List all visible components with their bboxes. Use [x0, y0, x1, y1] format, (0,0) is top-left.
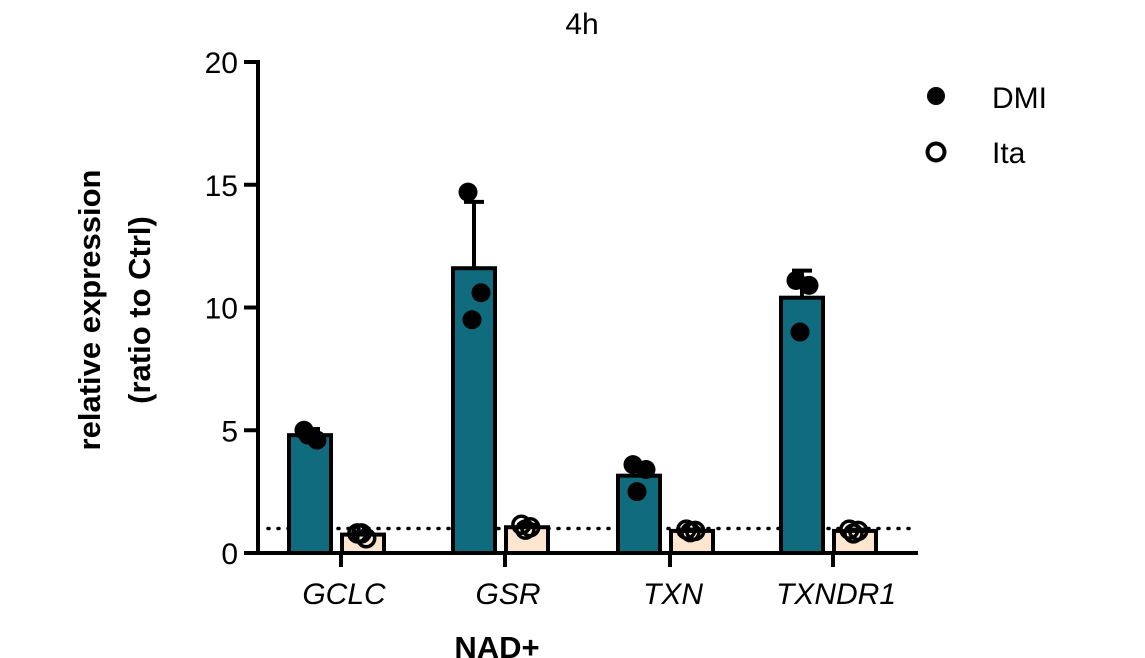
point-ita-0-2: [351, 523, 372, 544]
point-ita-0-1: [355, 528, 377, 549]
x-tick-label-txndr1: TXNDR1: [776, 578, 896, 611]
y-tick-label-15: 15: [205, 170, 238, 203]
y-tick-label-20: 20: [205, 47, 238, 80]
point-ita-1-2: [515, 519, 536, 540]
bar-dmi-0: [287, 433, 333, 555]
point-ita-3-0: [839, 519, 860, 540]
point-dmi-2-2: [627, 482, 647, 502]
plot-area: 0 5 10 15 20 GCLC GSR TXN TXNDR1: [205, 47, 920, 611]
point-dmi-1-1: [471, 283, 491, 303]
legend-marker-ita: [925, 141, 947, 163]
y-tick-label-10: 10: [205, 293, 238, 326]
y-axis-label: relative expression (ratio to Ctrl): [72, 170, 157, 451]
legend-marker-dmi: [927, 87, 945, 105]
point-dmi-0-2: [298, 425, 318, 445]
point-dmi-3-2: [790, 322, 810, 342]
point-dmi-1-2: [462, 310, 482, 330]
y-axis-label-line1: relative expression: [72, 170, 107, 451]
x-tick-label-gclc: GCLC: [302, 578, 386, 611]
point-ita-3-2: [843, 523, 864, 544]
x-tick-label-gsr: GSR: [475, 578, 540, 611]
point-ita-2-2: [680, 521, 701, 543]
y-axis-label-line2: (ratio to Ctrl): [122, 216, 157, 404]
legend-label-dmi: DMI: [992, 82, 1047, 115]
point-dmi-2-1: [636, 460, 656, 480]
point-ita-1-0: [511, 514, 532, 536]
chart-title: 4h: [565, 8, 598, 41]
legend-label-ita: Ita: [992, 137, 1026, 170]
point-dmi-1-0: [458, 182, 478, 202]
y-tick-label-0: 0: [221, 538, 238, 571]
point-dmi-3-1: [799, 275, 819, 295]
x-axis-label: NAD+: [454, 630, 539, 658]
legend: DMI Ita: [925, 82, 1047, 170]
x-tick-label-txn: TXN: [643, 578, 703, 611]
y-tick-label-5: 5: [221, 415, 238, 448]
